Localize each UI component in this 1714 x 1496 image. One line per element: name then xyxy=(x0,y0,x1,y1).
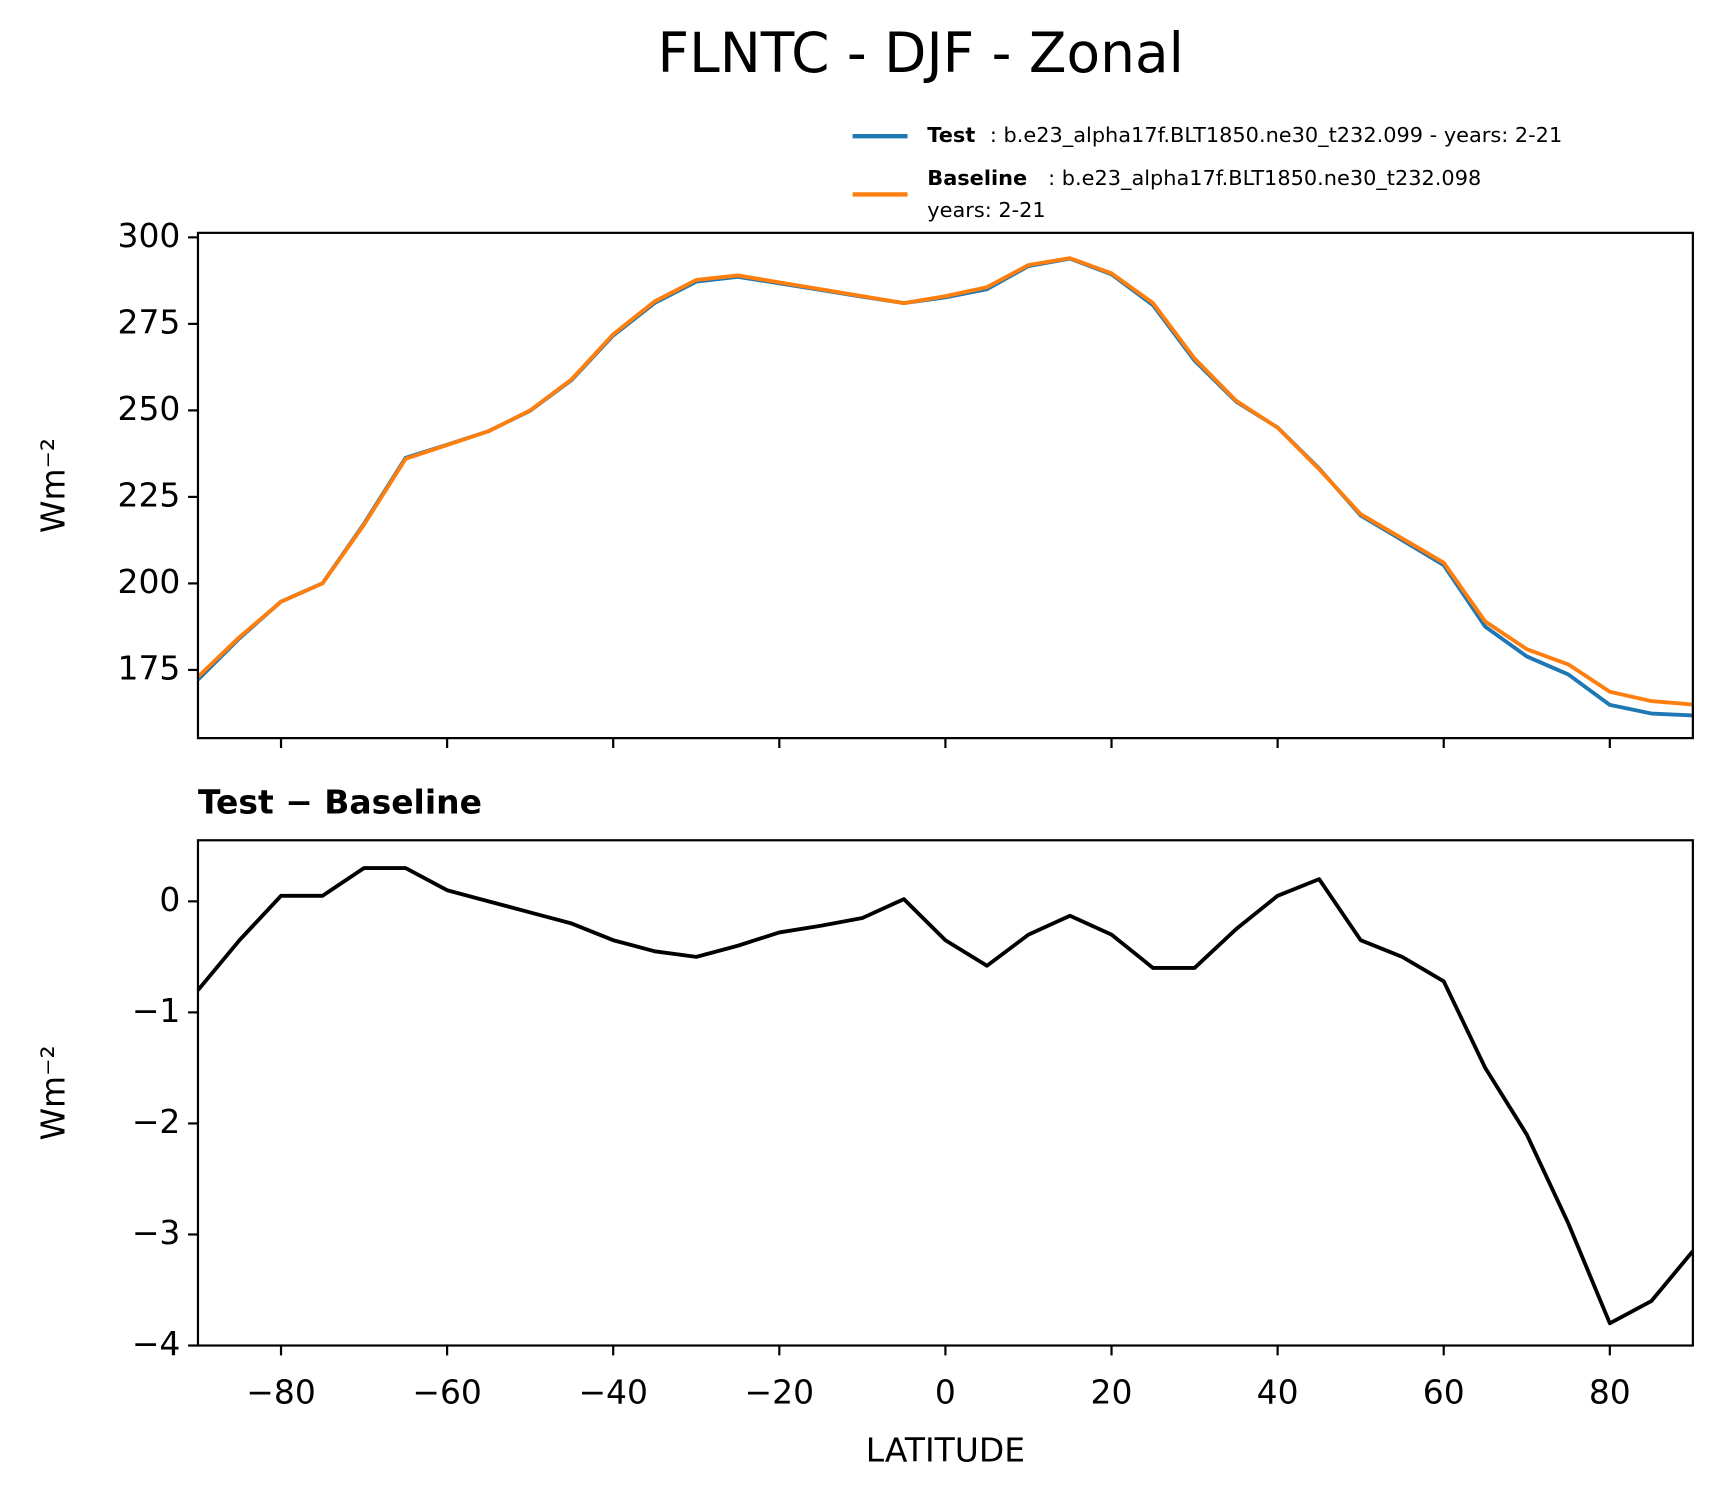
y-tick-label: 300 xyxy=(118,216,181,255)
subplot-title: Test − Baseline xyxy=(198,783,482,822)
y-tick-label: −4 xyxy=(132,1324,181,1363)
data-line xyxy=(196,256,1693,718)
y-tick-label: 250 xyxy=(118,389,181,428)
x-tick-label: 80 xyxy=(1589,1372,1631,1411)
x-axis-label: LATITUDE xyxy=(866,1431,1025,1470)
y-tick-label: 200 xyxy=(118,562,181,601)
legend-label: years: 2-21 xyxy=(927,198,1045,222)
x-tick-label: 40 xyxy=(1257,1372,1299,1411)
x-tick-label: 0 xyxy=(935,1372,956,1411)
data-line xyxy=(196,866,1695,1326)
x-tick-label: −60 xyxy=(412,1372,482,1411)
y-tick-label: 225 xyxy=(118,475,181,514)
legend-name: Test xyxy=(927,123,975,147)
legend-name: Baseline xyxy=(927,166,1027,190)
y-tick-label: −2 xyxy=(132,1102,181,1141)
y-tick-label: −3 xyxy=(132,1213,181,1252)
plot-frame xyxy=(196,231,1694,740)
y-tick-label: 275 xyxy=(118,302,181,341)
y-tick-label: 0 xyxy=(159,880,180,919)
x-tick-label: 60 xyxy=(1423,1372,1465,1411)
figure-title: FLNTC - DJF - Zonal xyxy=(658,21,1184,85)
data-line xyxy=(196,256,1694,707)
y-axis-label: Wm⁻² xyxy=(34,438,73,533)
y-axis-label: Wm⁻² xyxy=(34,1045,73,1140)
x-tick-label: −40 xyxy=(578,1372,648,1411)
x-tick-label: 20 xyxy=(1091,1372,1133,1411)
y-tick-label: −1 xyxy=(132,991,181,1030)
x-tick-label: −80 xyxy=(246,1372,316,1411)
plot-frame xyxy=(196,839,1694,1347)
y-tick-label: 175 xyxy=(118,648,181,687)
legend-label: : b.e23_alpha17f.BLT1850.ne30_t232.098 xyxy=(1048,166,1481,191)
legend-label: : b.e23_alpha17f.BLT1850.ne30_t232.099 -… xyxy=(990,123,1562,148)
x-tick-label: −20 xyxy=(745,1372,815,1411)
